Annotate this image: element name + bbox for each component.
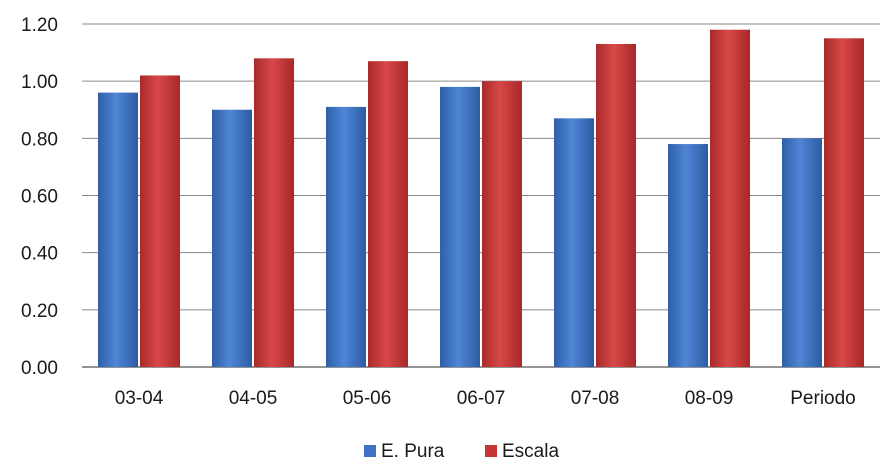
- gridlines: [82, 23, 880, 368]
- legend-swatch-escala: [485, 445, 497, 457]
- y-tick-label: 0.60: [21, 187, 58, 208]
- y-axis-tick-labels: 0.00 0.20 0.40 0.60 0.80 1.00 1.20: [21, 15, 58, 379]
- bars: [98, 29, 864, 368]
- legend-label: E. Pura: [381, 441, 445, 462]
- bar-e-pura-07-08: [554, 118, 594, 367]
- bar-e-pura-05-06: [326, 106, 366, 368]
- y-tick-label: 0.80: [21, 129, 58, 150]
- legend-swatch-e-pura: [364, 445, 376, 457]
- bar-e-pura-06-07: [440, 86, 480, 367]
- y-tick-label: 0.40: [21, 244, 58, 265]
- x-tick-label: 06-07: [457, 388, 506, 409]
- x-axis-tick-labels: 03-04 04-05 05-06 06-07 07-08 08-09 Periodo: [115, 388, 856, 409]
- x-tick-label: Periodo: [790, 388, 856, 409]
- bar-escala-04-05: [254, 58, 294, 368]
- bar-escala-07-08: [596, 44, 636, 368]
- x-tick-label: 07-08: [571, 388, 620, 409]
- bar-e-pura-03-04: [98, 92, 138, 367]
- legend: E. Pura Escala: [364, 441, 559, 462]
- y-tick-label: 1.00: [21, 72, 58, 93]
- bar-escala-08-09: [710, 29, 750, 367]
- legend-label: Escala: [502, 441, 559, 462]
- bar-escala-03-04: [140, 75, 180, 367]
- x-tick-label: 05-06: [343, 388, 392, 409]
- y-tick-label: 0.00: [21, 358, 58, 379]
- y-tick-label: 0.20: [21, 301, 58, 322]
- y-tick-label: 1.20: [21, 15, 58, 36]
- bar-e-pura-08-09: [668, 144, 708, 367]
- bar-e-pura-04-05: [212, 109, 252, 367]
- bar-escala-06-07: [482, 81, 522, 368]
- x-tick-label: 04-05: [229, 388, 278, 409]
- x-tick-label: 03-04: [115, 388, 164, 409]
- bar-e-pura-periodo: [782, 138, 822, 367]
- x-tick-label: 08-09: [685, 388, 734, 409]
- bar-escala-05-06: [368, 61, 408, 368]
- bar-escala-periodo: [824, 38, 864, 368]
